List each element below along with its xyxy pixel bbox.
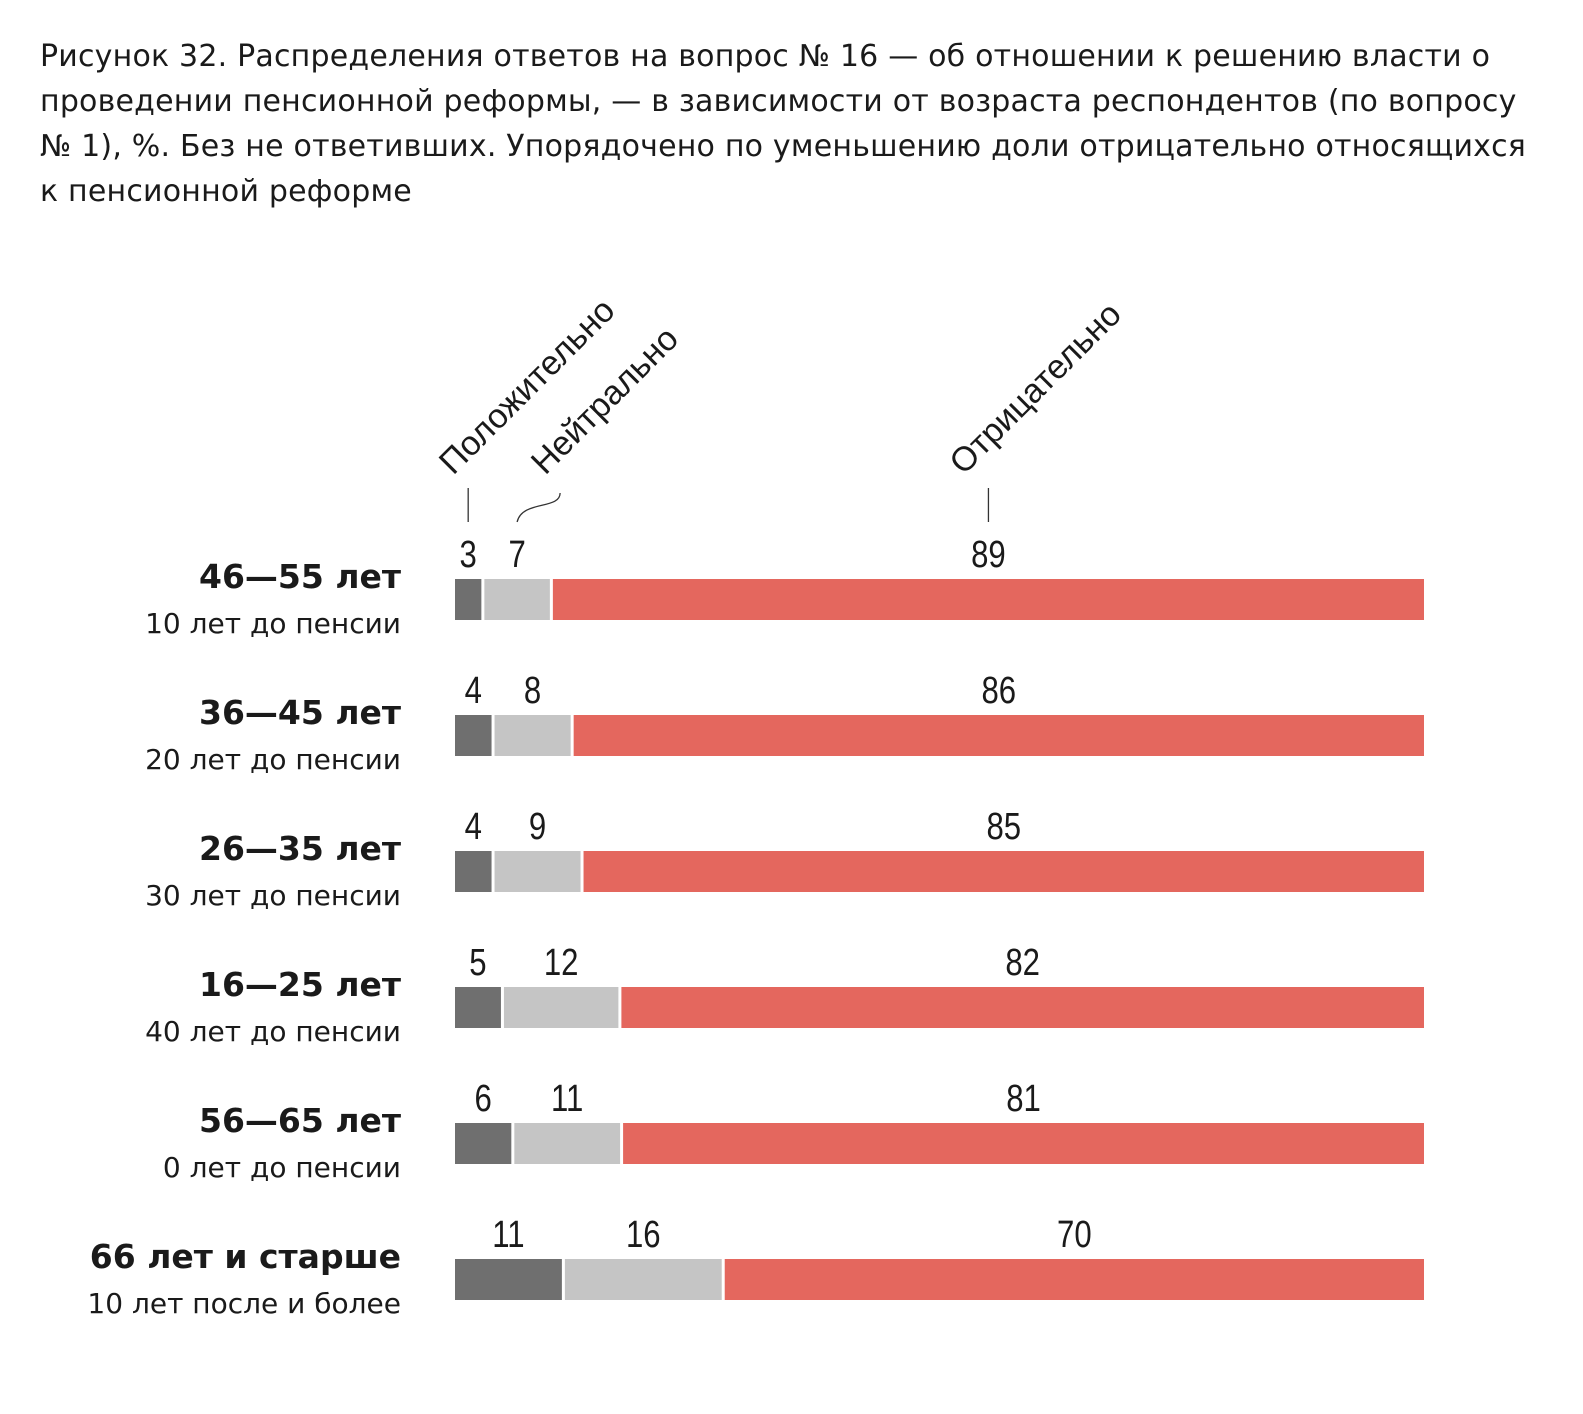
bar-segment-3 bbox=[621, 987, 1424, 1028]
bar-segment-2 bbox=[514, 1123, 621, 1164]
row-label: 56—65 лет bbox=[199, 1101, 401, 1140]
row-sublabel: 0 лет до пенсии bbox=[163, 1151, 401, 1184]
bar-segment-1 bbox=[455, 987, 501, 1028]
data-label: 12 bbox=[544, 942, 579, 984]
data-label: 4 bbox=[465, 670, 482, 712]
bar-segment-1 bbox=[455, 1259, 562, 1300]
data-label: 5 bbox=[469, 942, 486, 984]
bar-segment-3 bbox=[623, 1123, 1424, 1164]
legend-label: Отрицательно bbox=[942, 295, 1129, 482]
bar-segment-2 bbox=[494, 715, 571, 756]
data-label: 85 bbox=[986, 806, 1021, 848]
bar-segment-1 bbox=[455, 851, 492, 892]
bar-segment-2 bbox=[494, 851, 581, 892]
row-sublabel: 30 лет до пенсии bbox=[145, 879, 401, 912]
row-sublabel: 10 лет после и более bbox=[87, 1287, 401, 1320]
data-label: 7 bbox=[508, 534, 525, 576]
bar-segment-2 bbox=[564, 1259, 722, 1300]
row-sublabel: 10 лет до пенсии bbox=[145, 607, 401, 640]
data-label: 11 bbox=[492, 1214, 524, 1256]
row-label: 66 лет и старше bbox=[90, 1237, 401, 1276]
data-label: 6 bbox=[474, 1078, 491, 1120]
data-label: 86 bbox=[982, 670, 1017, 712]
row-sublabel: 20 лет до пенсии bbox=[145, 743, 401, 776]
row-label: 36—45 лет bbox=[199, 693, 401, 732]
data-label: 16 bbox=[626, 1214, 661, 1256]
data-label: 8 bbox=[524, 670, 541, 712]
data-label: 82 bbox=[1005, 942, 1040, 984]
row-sublabel: 40 лет до пенсии bbox=[145, 1015, 401, 1048]
data-label: 89 bbox=[971, 534, 1006, 576]
data-label: 4 bbox=[465, 806, 482, 848]
data-label: 11 bbox=[551, 1078, 583, 1120]
data-label: 81 bbox=[1006, 1078, 1041, 1120]
bar-segment-2 bbox=[484, 579, 550, 620]
data-label: 3 bbox=[460, 534, 477, 576]
bar-segment-3 bbox=[724, 1259, 1424, 1300]
data-label: 70 bbox=[1057, 1214, 1092, 1256]
bar-segment-3 bbox=[552, 579, 1424, 620]
bar-segment-3 bbox=[583, 851, 1424, 892]
leader-line bbox=[516, 492, 561, 523]
bar-segment-1 bbox=[455, 579, 482, 620]
bar-segment-2 bbox=[503, 987, 619, 1028]
row-label: 26—35 лет bbox=[199, 829, 401, 868]
bar-segment-3 bbox=[573, 715, 1424, 756]
row-label: 46—55 лет bbox=[199, 557, 401, 596]
row-label: 16—25 лет bbox=[199, 965, 401, 1004]
bar-segment-1 bbox=[455, 715, 492, 756]
data-label: 9 bbox=[529, 806, 546, 848]
chart-title: Рисунок 32. Распределения ответов на воп… bbox=[40, 39, 1527, 209]
bar-segment-1 bbox=[455, 1123, 512, 1164]
